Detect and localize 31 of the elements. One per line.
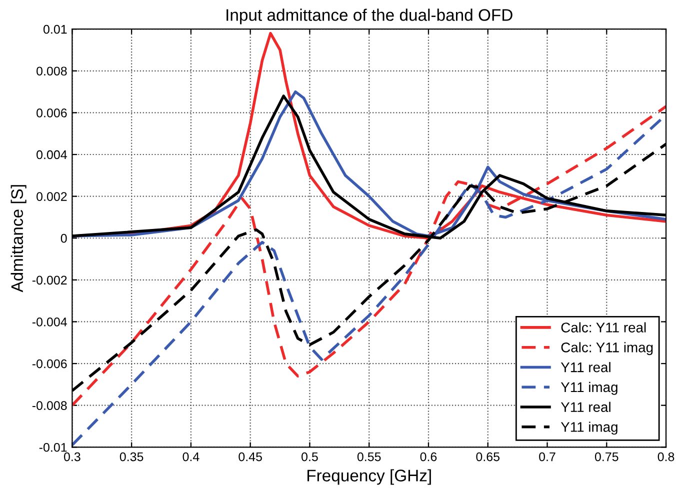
legend-label: Calc: Y11 real (561, 322, 646, 332)
x-tick-label: 0.5 (302, 452, 318, 462)
y-tick-label: 0.008 (36, 66, 67, 76)
legend-label: Y11 imag (560, 382, 618, 395)
legend-label: Calc: Y11 imag (561, 342, 653, 356)
x-tick-label: 0.4 (182, 452, 200, 462)
y-tick-label: -0.008 (32, 401, 67, 410)
y-axis-title: Admittance [S] (10, 185, 26, 292)
x-tick-label: 0.7 (539, 452, 556, 462)
y-tick-label: 0.002 (36, 192, 67, 201)
x-tick-label: 0.65 (476, 452, 500, 462)
x-tick-label: 0.8 (658, 452, 674, 462)
y-tick-label: -0.004 (32, 318, 67, 326)
y-tick-label: -0.006 (32, 359, 67, 368)
chart-title: Input admittance of the dual-band OFD (226, 8, 512, 24)
y-tick-label: 0.01 (43, 24, 67, 34)
x-tick-label: 0.55 (357, 452, 381, 462)
legend-label: Y11 real (560, 402, 610, 412)
x-tick-label: 0.3 (64, 452, 80, 462)
y-tick-label: 0.004 (36, 150, 67, 160)
y-tick-label: -0.01 (39, 442, 67, 452)
legend-label: Y11 imag (560, 422, 618, 435)
y-tick-label: 0.006 (36, 108, 67, 118)
x-tick-label: 0.35 (120, 452, 144, 462)
x-axis-title: Frequency [GHz] (307, 469, 431, 485)
x-tick-label: 0.6 (420, 452, 437, 462)
legend-label: Y11 real (560, 362, 610, 372)
y-tick-label: 0 (60, 234, 67, 243)
x-tick-label: 0.45 (238, 452, 262, 462)
x-tick-label: 0.75 (594, 452, 618, 462)
y-tick-label: -0.002 (32, 276, 67, 285)
